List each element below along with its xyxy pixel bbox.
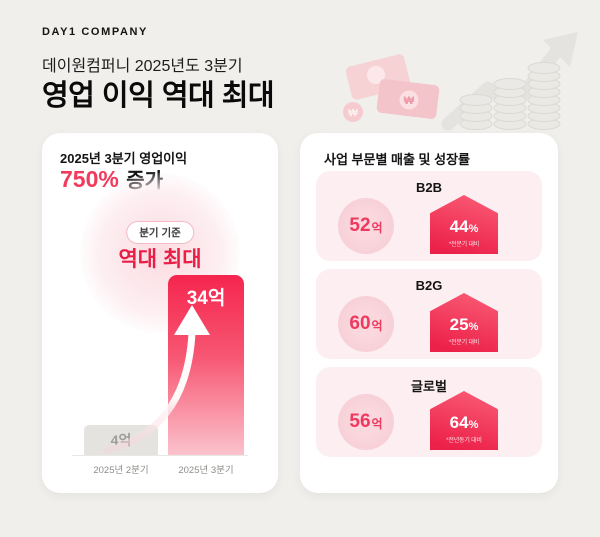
quarter-basis-badge: 분기 기준 xyxy=(126,221,194,244)
revenue-value: 60 xyxy=(349,313,371,334)
revenue-value: 52 xyxy=(349,215,371,236)
growth-value-line: 44% xyxy=(430,218,498,236)
growth-house-arrow-icon: 64% *전년동기 대비 xyxy=(430,391,498,450)
bar-current-quarter xyxy=(168,275,244,455)
revenue-circle: 52 억 xyxy=(338,198,394,254)
brand-logo: DAY1 COMPANY xyxy=(42,26,148,38)
segment-name: B2B xyxy=(415,180,442,195)
growth-value: 44 xyxy=(449,217,469,236)
page-title: 영업 이익 역대 최대 xyxy=(42,80,275,112)
growth-arrow-icon xyxy=(102,305,210,455)
growth-value: 64 xyxy=(449,413,469,432)
axis-label-previous-quarter: 2025년 2분기 xyxy=(93,465,149,476)
won-symbol: ₩ xyxy=(404,95,415,107)
growth-unit: % xyxy=(468,419,479,431)
segment-panel-global: 글로벌 56 억 64% *전년동기 대비 xyxy=(316,367,542,457)
growth-basis-note: *전년동기 대비 xyxy=(446,438,482,444)
growth-value-line: 25% xyxy=(430,316,498,334)
axis-label-current-quarter: 2025년 3분기 xyxy=(178,465,234,476)
segment-name: 글로벌 xyxy=(411,379,447,394)
won-symbol: ₩ xyxy=(348,108,358,119)
growth-basis-note: *전분기 대비 xyxy=(448,242,480,248)
record-high-label: 역대 최대 xyxy=(118,248,202,271)
segments-title: 사업 부문별 매출 및 성장률 xyxy=(324,152,471,167)
revenue-circle: 60 억 xyxy=(338,296,394,352)
bar-current-value: 34억 xyxy=(186,288,226,309)
profit-card: 2025년 3분기 영업이익 750% 증가 분기 기준 역대 최대 4억 34… xyxy=(42,133,278,493)
segment-panel-b2b: B2B 52 억 44% *전분기 대비 xyxy=(316,171,542,261)
segments-card: 사업 부문별 매출 및 성장률 B2B 52 억 44% *전분기 대비 B2G… xyxy=(300,133,558,493)
profit-percent-value: 750% xyxy=(60,166,119,192)
revenue-unit: 억 xyxy=(371,416,383,431)
growth-house-arrow-icon: 25% *전분기 대비 xyxy=(430,293,498,352)
axis-baseline xyxy=(72,455,248,456)
segment-panel-b2g: B2G 60 억 25% *전분기 대비 xyxy=(316,269,542,359)
revenue-circle: 56 억 xyxy=(338,394,394,450)
growth-unit: % xyxy=(468,223,479,235)
revenue-value: 56 xyxy=(349,411,371,432)
revenue-unit: 억 xyxy=(371,220,383,235)
growth-value-line: 64% xyxy=(430,414,498,432)
coin-stack-icon xyxy=(459,62,561,130)
revenue-unit: 억 xyxy=(371,318,383,333)
money-bills-icon: ₩ xyxy=(345,54,440,119)
growth-house-arrow-icon: 44% *전분기 대비 xyxy=(430,195,498,254)
profit-caption: 2025년 3분기 영업이익 xyxy=(60,151,188,166)
decorative-illustration: ₩ ₩ xyxy=(343,32,578,131)
growth-unit: % xyxy=(468,321,479,333)
header-subtitle: 데이원컴퍼니 2025년도 3분기 xyxy=(42,58,243,75)
growth-basis-note: *전분기 대비 xyxy=(448,340,480,346)
segment-name: B2G xyxy=(415,278,443,293)
coin-icon: ₩ xyxy=(343,102,363,122)
growth-value: 25 xyxy=(449,315,469,334)
